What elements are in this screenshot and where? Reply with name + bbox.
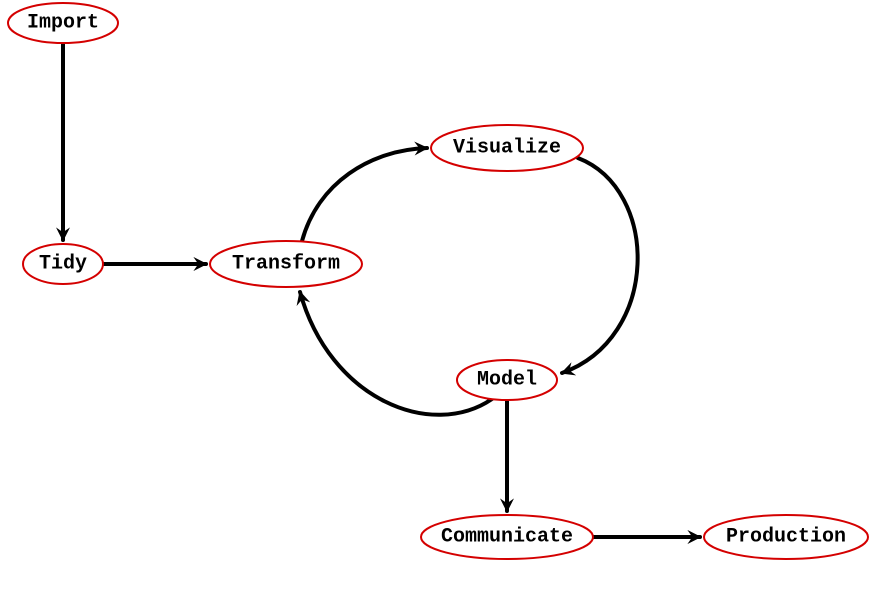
edge-model-transform [300,292,492,415]
node-production-label: Production [726,526,846,549]
node-visualize: Visualize [431,125,583,171]
node-import-label: Import [27,12,99,35]
node-communicate: Communicate [421,515,593,559]
node-tidy: Tidy [23,244,103,284]
nodes-group: Import Tidy Transform Visualize Model Communi… [8,3,868,559]
node-communicate-label: Communicate [441,526,573,549]
node-transform-label: Transform [232,253,340,276]
node-tidy-label: Tidy [39,253,87,276]
flowchart-canvas: Import Tidy Transform Visualize Model Communi… [0,0,876,602]
node-transform: Transform [210,241,362,287]
node-model-label: Model [477,369,537,392]
node-import: Import [8,3,118,43]
node-visualize-label: Visualize [453,137,561,160]
edges-group [63,43,700,537]
edge-visualize-model [562,158,638,373]
edge-transform-visualize [302,148,427,241]
node-model: Model [457,360,557,400]
node-production: Production [704,515,868,559]
